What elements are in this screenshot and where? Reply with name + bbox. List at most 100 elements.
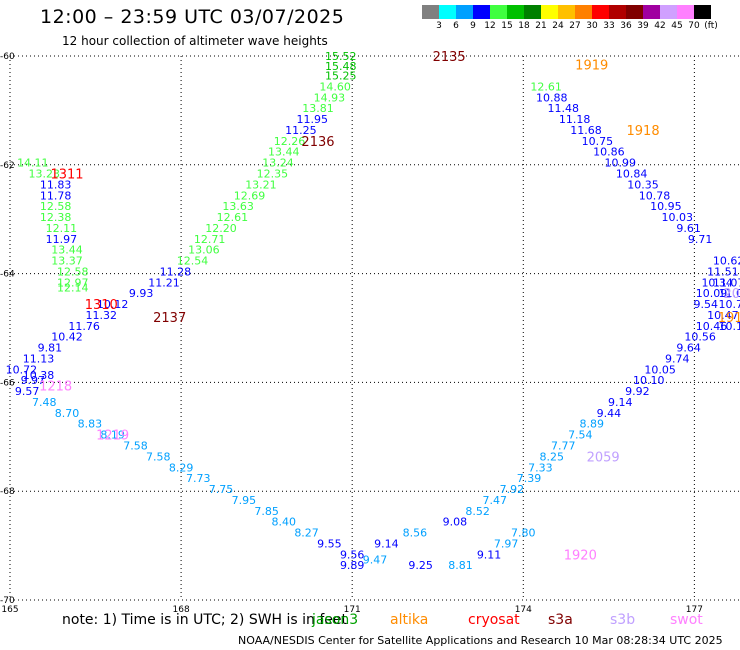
wave-height-value: 7.48	[32, 396, 57, 409]
wave-height-value: 8.19	[100, 429, 125, 442]
pass-number-label: 1920	[564, 548, 597, 563]
wave-height-value: 14.60	[319, 80, 351, 93]
wave-height-value: 12.54	[177, 255, 209, 268]
wave-height-value: 8.83	[78, 418, 103, 431]
pass-number-label: 1919	[575, 59, 608, 74]
y-tick-label: -68	[0, 487, 15, 497]
wave-height-value: 9.56	[340, 548, 365, 561]
wave-height-value: 12.58	[57, 265, 89, 278]
legend-tick: 33	[603, 21, 615, 31]
y-tick-label: -62	[0, 161, 15, 171]
legend-tick: 42	[654, 21, 666, 31]
wave-height-value: 11.21	[148, 276, 180, 289]
wave-height-value: 11.83	[40, 178, 72, 191]
legend-swatch	[592, 5, 609, 19]
wave-height-value: 9.08	[443, 516, 468, 529]
wave-height-value: 10.47	[707, 309, 739, 322]
legend-tick: 18	[518, 21, 530, 31]
x-tick-label: 171	[344, 605, 361, 612]
legend-swatch	[575, 5, 592, 19]
wave-height-value: 13.06	[188, 244, 220, 257]
wave-height-value: 8.40	[272, 516, 297, 529]
wave-height-value: 8.29	[169, 461, 194, 474]
wave-height-value: 8.89	[579, 418, 604, 431]
wave-height-value: 10.95	[650, 200, 682, 213]
wave-height-value: 10.12	[97, 298, 129, 311]
wave-height-value: 11.28	[160, 265, 192, 278]
legend-swatch	[677, 5, 694, 19]
legend-tick: 21	[535, 21, 547, 31]
pass-number-label: 2136	[301, 135, 334, 150]
wave-height-value: 12.58	[40, 200, 72, 213]
legend-swatch	[473, 5, 490, 19]
legend-swatch	[626, 5, 643, 19]
wave-height-value: 8.27	[294, 527, 319, 540]
legend-swatch	[490, 5, 507, 19]
legend-tick: 36	[620, 21, 632, 31]
wave-height-value: 11.97	[46, 233, 78, 246]
satellite-label-s3b: s3b	[610, 612, 636, 628]
wave-height-value: 9.14	[374, 537, 399, 550]
wave-height-value: 13.23	[28, 168, 60, 181]
wave-height-value: 13.44	[51, 244, 83, 257]
wave-height-value: 9.47	[363, 554, 388, 567]
wave-height-value: 10.99	[604, 157, 636, 170]
wave-height-value: 7.73	[186, 472, 211, 485]
wave-height-value: 9.54	[694, 298, 719, 311]
wave-height-value: 7.39	[517, 472, 542, 485]
pass-number-label: 1311	[50, 168, 83, 183]
x-tick-label: 165	[1, 605, 18, 612]
wave-height-value: 8.70	[55, 407, 80, 420]
wave-height-value: 8.52	[465, 505, 490, 518]
wave-height-value: 9.89	[340, 559, 365, 572]
satellite-label-swot: swot	[670, 612, 703, 628]
wave-height-value: 10.42	[51, 331, 83, 344]
legend-swatch	[694, 5, 711, 19]
legend-tick: 9	[470, 21, 476, 31]
legend-swatch	[660, 5, 677, 19]
satellite-label-s3a: s3a	[548, 612, 573, 628]
wave-height-value: 11.48	[547, 102, 579, 115]
y-tick-label: -70	[0, 596, 15, 606]
credit-line: NOAA/NESDIS Center for Satellite Applica…	[238, 634, 723, 647]
wave-height-value: 9.97	[21, 374, 46, 387]
wave-height-value: 10.09	[696, 287, 728, 300]
wave-height-value: 9.44	[597, 407, 622, 420]
wave-height-value: 7.92	[500, 483, 525, 496]
wave-height-value: 9.64	[676, 342, 701, 355]
legend-tick: 30	[586, 21, 598, 31]
chart-title: 12:00 – 23:59 UTC 03/07/2025	[40, 6, 345, 28]
pass-number-label: 2137	[153, 311, 186, 326]
pass-number-label: 1918	[627, 124, 660, 139]
wave-height-value: 10.62	[713, 255, 740, 268]
wave-height-value: 11.18	[559, 113, 591, 126]
y-tick-label: -60	[0, 52, 15, 62]
legend-tick: 39	[637, 21, 649, 31]
wave-height-value: 10.19	[719, 320, 740, 333]
wave-height-value: 12.14	[57, 282, 89, 295]
wave-height-value: 9.25	[408, 559, 433, 572]
wave-height-value: 10.86	[593, 146, 625, 159]
wave-height-value: 10.35	[627, 178, 659, 191]
wave-height-value: 8.81	[448, 559, 473, 572]
wave-height-value: 11.68	[570, 124, 602, 137]
x-tick-label: 174	[515, 605, 532, 612]
legend-tick: 70	[688, 21, 700, 31]
legend-tick: (ft)	[704, 21, 718, 31]
wave-height-value: 13.24	[262, 157, 294, 170]
wave-height-value: 12.38	[40, 211, 72, 224]
wave-height-value: 13.44	[268, 146, 300, 159]
wave-height-value: 10.05	[644, 363, 676, 376]
wave-height-value: 12.71	[194, 233, 226, 246]
wave-height-value: 7.54	[568, 429, 593, 442]
legend-swatch	[507, 5, 524, 19]
wave-height-value: 12.26	[274, 135, 306, 148]
wave-height-value: 11.32	[86, 309, 118, 322]
wave-height-value: 15.48	[325, 60, 357, 73]
wave-height-value: 11.78	[40, 189, 72, 202]
color-legend: 3 6 9 12 15 18 21 24 27 30 33 36 39 42 45 70 (ft)	[422, 5, 718, 31]
wave-height-value: 11.25	[285, 124, 317, 137]
wave-height-value: 9.14	[608, 396, 633, 409]
x-tick-label: 177	[686, 605, 703, 612]
wave-height-value: 14.93	[314, 91, 346, 104]
